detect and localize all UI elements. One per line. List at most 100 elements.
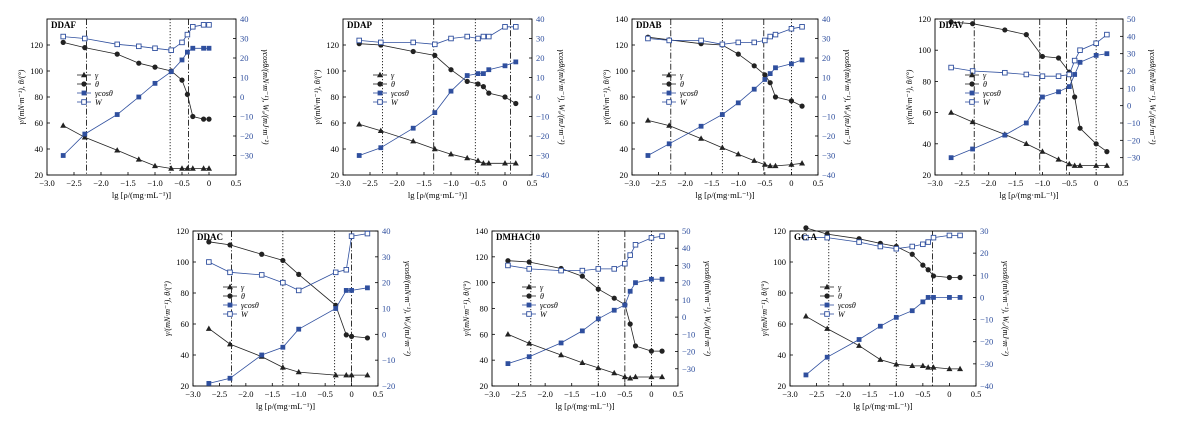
data-point-0 [788, 161, 795, 167]
y-right-tick-label: 40 [1127, 31, 1136, 41]
y-right-tick-label: 20 [682, 278, 691, 288]
data-point-0 [799, 160, 806, 166]
y-right-tick-label: −10 [682, 329, 695, 339]
data-point-2 [481, 71, 486, 76]
data-point-1 [1104, 149, 1110, 155]
x-tick-label: 0.5 [813, 178, 824, 188]
data-point-0 [356, 121, 363, 127]
x-tick-label: −1.0 [1035, 178, 1050, 188]
data-point-1 [259, 251, 265, 257]
y-left-tick-label: 60 [480, 329, 489, 339]
data-point-3 [803, 234, 809, 241]
y-right-tick-label: 40 [240, 14, 249, 24]
y-left-tick-label: 80 [620, 92, 629, 102]
legend-label: θ [838, 292, 842, 301]
x-tick-label: −1.5 [862, 389, 877, 399]
y-left-tick-label: 100 [326, 66, 339, 76]
data-point-3 [179, 39, 185, 46]
data-point-2 [1040, 94, 1045, 100]
data-point-2 [526, 354, 532, 360]
plot-frame [934, 18, 1124, 176]
y-left-tick-label: 60 [331, 118, 340, 128]
data-point-0 [632, 373, 639, 380]
legend-label: θ [95, 80, 99, 89]
data-point-3 [969, 68, 976, 74]
data-point-0 [802, 313, 809, 319]
y-right-tick-label: 0 [822, 92, 826, 102]
data-point-1 [60, 39, 66, 46]
x-tick-label: −3.0 [624, 178, 639, 188]
legend-label: θ [241, 292, 245, 301]
x-tick-label: −3.0 [484, 389, 499, 399]
data-point-3 [948, 64, 954, 71]
data-point-0 [348, 371, 355, 378]
y-left-axis-title: γ/(mN·m⁻¹), θ/(°) [760, 281, 769, 336]
y-left-tick-label: 20 [331, 170, 340, 180]
data-point-0 [206, 165, 212, 171]
y-left-tick-label: 100 [773, 257, 786, 267]
y-left-tick-label: 100 [176, 257, 189, 267]
y-right-tick-label: 10 [1127, 83, 1136, 93]
y-left-tick-label: 40 [620, 144, 629, 154]
chart-panel-4: −3.0 −2.5 −2.0 −1.5 −1.0 −0.5 0 0.5204060801001… [163, 226, 412, 411]
data-point-1 [930, 273, 937, 279]
data-point-3 [1066, 71, 1073, 78]
x-tick-label: −0.5 [617, 389, 632, 399]
y-left-tick-label: 120 [615, 40, 628, 50]
y-right-tick-label: −10 [382, 355, 395, 365]
data-point-0 [957, 365, 964, 372]
data-point-2 [773, 65, 778, 71]
y-right-axis-title: γcosθ/(mN·m⁻¹), Wₐ/(mJ·m⁻²) [403, 261, 412, 356]
data-point-1 [152, 64, 158, 70]
data-point-3 [925, 239, 931, 245]
data-point-3 [82, 35, 88, 42]
data-point-2 [206, 45, 212, 51]
y-right-tick-label: 30 [382, 252, 391, 262]
data-point-3 [378, 39, 384, 46]
data-point-3 [136, 43, 142, 50]
data-point-1 [920, 262, 926, 268]
data-point-2 [227, 375, 233, 381]
data-point-3 [893, 245, 900, 252]
data-point-0 [448, 151, 454, 157]
data-point-2 [948, 155, 954, 161]
data-point-1 [475, 81, 481, 87]
data-point-1 [735, 51, 741, 57]
data-point-1 [1039, 53, 1046, 60]
data-point-0 [1055, 156, 1062, 162]
data-point-0 [504, 331, 511, 337]
data-point-2 [280, 344, 286, 350]
x-tick-label: −3.0 [335, 178, 350, 188]
y-left-tick-label: 20 [480, 381, 489, 391]
data-point-2 [410, 125, 416, 131]
x-tick-label: −2.0 [981, 178, 996, 188]
data-point-3 [513, 24, 519, 30]
legend-label: W [983, 98, 991, 107]
chart-panel-2: −3.0 −2.5 −2.0 −1.5 −1.0 −0.5 0 0.5204060801001… [602, 14, 852, 200]
x-axis-title: lg [ρ/(mg·mL⁻¹)] [112, 190, 171, 200]
y-right-tick-label: 30 [240, 34, 249, 44]
chart-title: DDAB [636, 20, 662, 30]
data-point-0 [295, 368, 302, 375]
data-point-2 [762, 77, 768, 82]
x-axis-title: lg [ρ/(mg·mL⁻¹)] [695, 190, 754, 200]
x-tick-label: −1.5 [564, 389, 579, 399]
data-point-2 [789, 61, 794, 67]
data-point-1 [201, 116, 207, 122]
legend-swatch-marker [377, 81, 383, 87]
data-point-2 [627, 288, 633, 294]
x-tick-label: −1.0 [147, 178, 162, 188]
data-point-2 [877, 323, 883, 329]
y-right-tick-label: −20 [1127, 135, 1140, 145]
data-point-3 [475, 35, 481, 42]
y-right-tick-label: −30 [536, 151, 549, 161]
x-tick-label: −1.5 [416, 178, 431, 188]
data-point-3 [659, 233, 665, 239]
data-point-0 [114, 147, 121, 153]
data-point-3 [909, 243, 915, 250]
data-point-0 [1077, 162, 1084, 168]
data-point-2 [82, 131, 88, 137]
y-left-tick-label: 20 [181, 381, 190, 391]
data-point-2 [60, 153, 66, 158]
